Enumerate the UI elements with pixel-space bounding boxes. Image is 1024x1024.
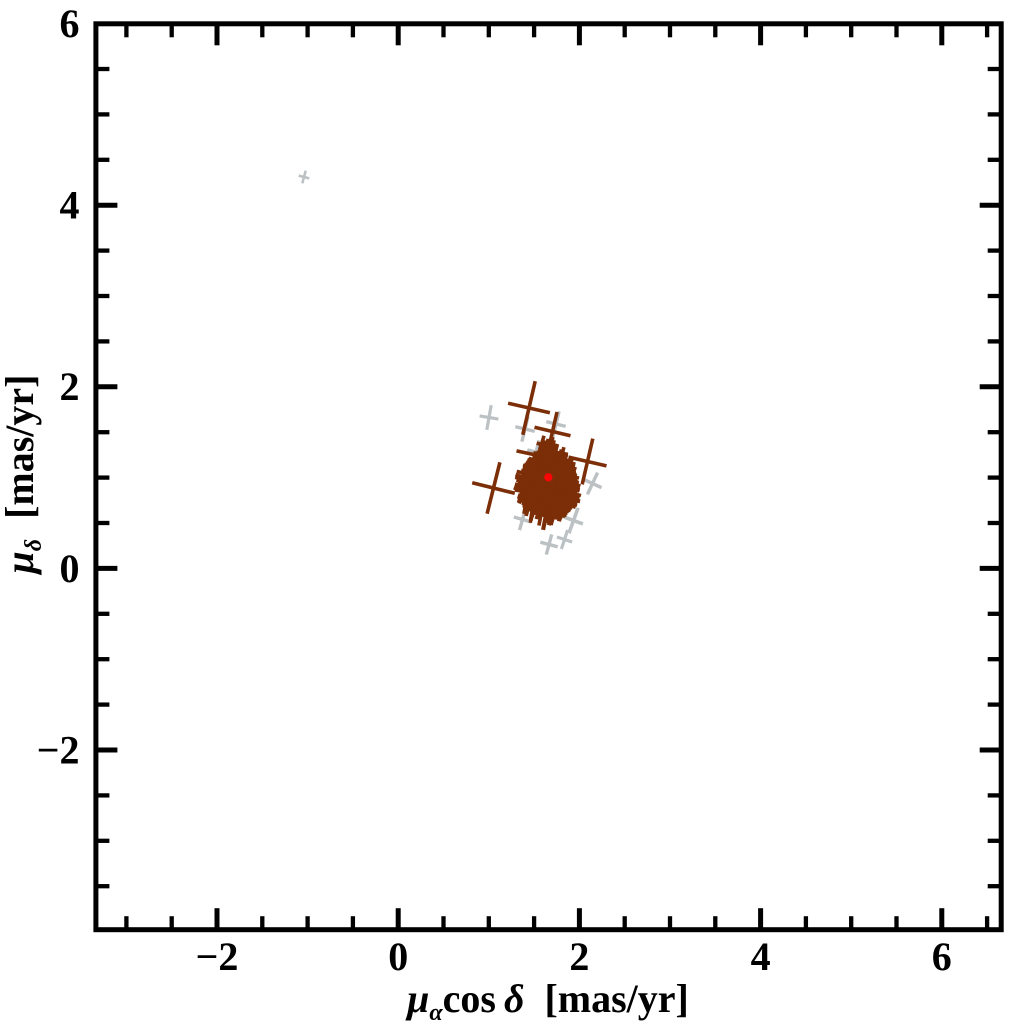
svg-text:4: 4 <box>751 934 771 979</box>
svg-text:6: 6 <box>932 934 952 979</box>
svg-text:0: 0 <box>60 546 80 591</box>
svg-text:6: 6 <box>60 1 80 46</box>
svg-text:−2: −2 <box>196 934 239 979</box>
svg-text:−2: −2 <box>37 727 80 772</box>
svg-text:4: 4 <box>60 183 80 228</box>
svg-text:2: 2 <box>569 934 589 979</box>
svg-text:2: 2 <box>60 364 80 409</box>
svg-text:μδ [mas/yr]: μδ [mas/yr] <box>0 375 47 576</box>
svg-text:μαcos δ [mas/yr]: μαcos δ [mas/yr] <box>405 976 689 1024</box>
svg-text:0: 0 <box>388 934 408 979</box>
